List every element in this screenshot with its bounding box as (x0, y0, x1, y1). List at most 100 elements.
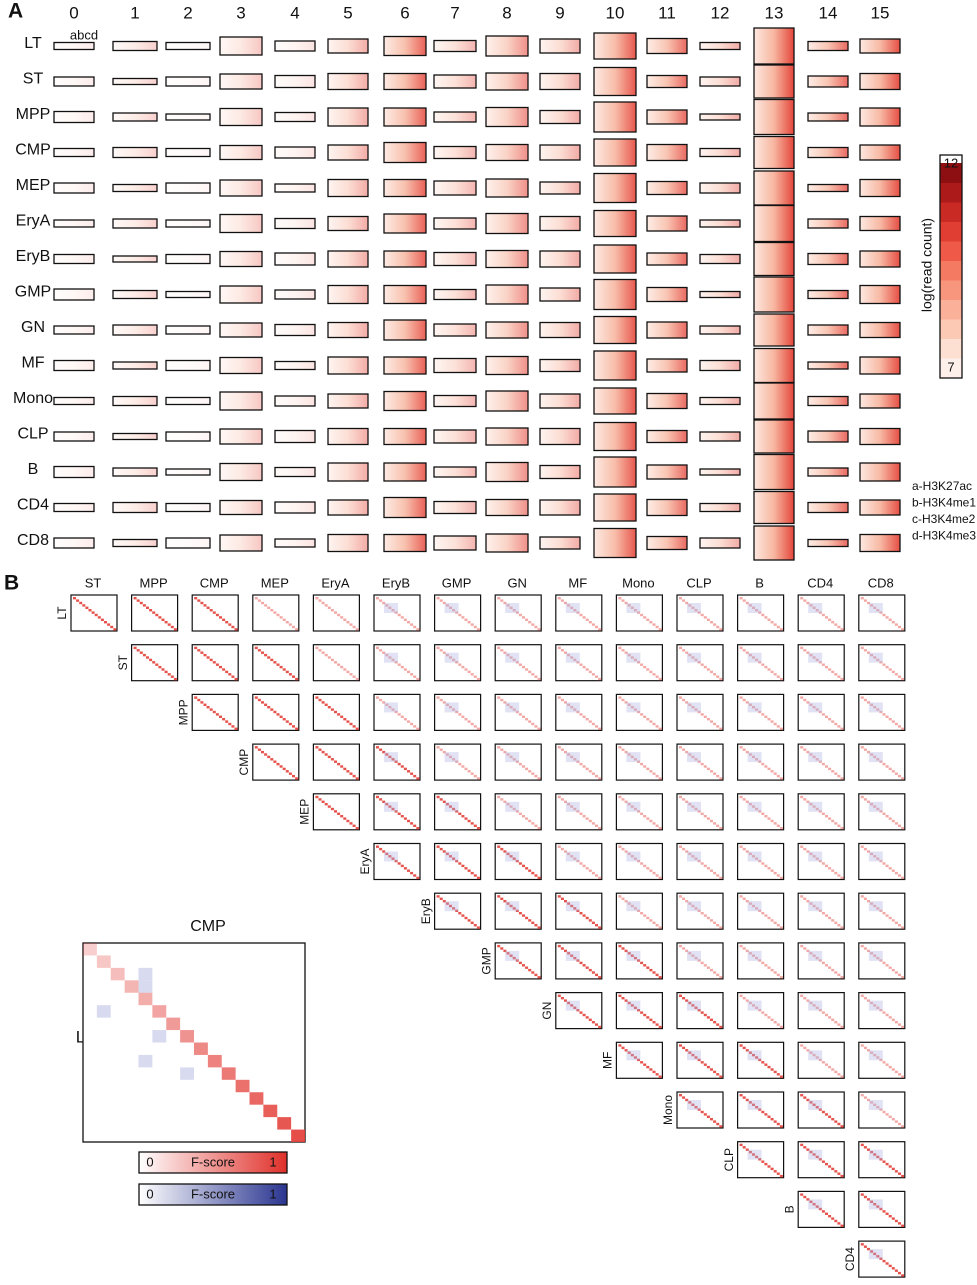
matrix-diagonal (764, 665, 768, 669)
heatmap-block (165, 219, 211, 228)
matrix-diagonal (442, 601, 446, 605)
matrix-diagonal (534, 924, 538, 927)
matrix-diagonal (624, 900, 628, 903)
matrix-diagonal (321, 651, 325, 654)
matrix-diagonal (821, 613, 825, 617)
matrix-diagonal (739, 597, 743, 600)
matrix-offdiag (384, 801, 398, 812)
matrix-diagonal (455, 760, 459, 763)
matrix-diagonal (261, 750, 264, 754)
matrix-diagonal (834, 921, 838, 924)
matrix-diagonal (815, 1205, 819, 1208)
heatmap-block (327, 321, 369, 339)
matrix-frame (736, 644, 785, 682)
matrix-diagonal (700, 961, 704, 965)
matrix-diagonal (467, 770, 471, 773)
matrix-diagonal (225, 670, 229, 674)
matrix-diagonal (618, 845, 622, 848)
panel-label: B (4, 572, 19, 595)
colorbar-step (940, 338, 962, 359)
matrix-diagonal (761, 912, 765, 915)
matrix-diagonal (337, 713, 341, 716)
matrix-diagonal (755, 857, 759, 860)
matrix-diagonal (388, 755, 392, 759)
matrix-frame (434, 644, 482, 682)
matrix-diagonal (564, 900, 567, 903)
heatmap-block (593, 101, 637, 133)
matrix-diagonal (621, 649, 625, 652)
matrix-diagonal (885, 765, 889, 768)
matrix-diagonal (564, 850, 567, 853)
matrix-diagonal (637, 1058, 640, 1062)
matrix-diagonal (343, 668, 347, 671)
matrix-diagonal (806, 999, 810, 1002)
inset-diagonal (235, 1079, 250, 1093)
heatmap-block (112, 467, 158, 477)
matrix-offdiag (626, 901, 641, 912)
heatmap-block (433, 74, 477, 89)
matrix-diagonal (870, 653, 874, 657)
matrix-offdiag (808, 1149, 823, 1160)
matrix-diagonal (506, 653, 510, 657)
matrix-diagonal (579, 812, 583, 815)
matrix-diagonal (863, 947, 867, 950)
matrix-diagonal (901, 976, 905, 979)
matrix-diagonal (837, 924, 841, 927)
column-label: 8 (502, 3, 511, 22)
matrix-diagonal (694, 907, 698, 910)
matrix-diagonal (391, 609, 395, 612)
matrix-diagonal (764, 1162, 768, 1166)
matrix-diagonal (537, 876, 541, 880)
matrix-diagonal (776, 924, 780, 927)
matrix-diagonal (898, 675, 901, 678)
matrix-frame (797, 743, 845, 781)
matrix-diagonal (203, 703, 207, 706)
colorbar-step (940, 319, 962, 339)
matrix-diagonal (748, 803, 752, 806)
matrix-diagonal (758, 810, 762, 813)
matrix-diagonal (876, 1006, 880, 1009)
matrix-diagonal (682, 1096, 686, 1099)
matrix-frame (555, 644, 603, 682)
heatmap-block (53, 288, 95, 301)
matrix-diagonal (894, 623, 898, 626)
row-label: B (28, 461, 39, 478)
inset-diagonal (110, 967, 125, 981)
matrix-diagonal (752, 904, 755, 908)
matrix-diagonal (860, 1094, 864, 1097)
matrix-diagonal (640, 961, 644, 965)
matrix-diagonal (624, 750, 628, 754)
matrix-diagonal (716, 824, 720, 827)
matrix-diagonal (382, 750, 386, 754)
matrix-diagonal (442, 800, 446, 803)
heatmap-block (539, 464, 581, 480)
matrix-diagonal (815, 956, 819, 960)
matrix-diagonal (436, 746, 440, 749)
matrix-diagonal (879, 661, 883, 664)
matrix-diagonal (806, 850, 810, 853)
matrix-diagonal (557, 795, 561, 799)
matrix-diagonal (209, 708, 213, 711)
matrix-diagonal (815, 658, 819, 662)
column-label: CD4 (807, 575, 833, 590)
matrix-diagonal (773, 1120, 777, 1123)
matrix-diagonal (643, 1063, 647, 1066)
matrix-diagonal (397, 663, 401, 666)
matrix-diagonal (579, 961, 583, 965)
matrix-diagonal (598, 777, 602, 780)
matrix-offdiag (747, 752, 762, 763)
matrix-diagonal (458, 762, 462, 766)
matrix-diagonal (806, 750, 810, 754)
matrix-diagonal (828, 1115, 832, 1118)
row-label: EryA (358, 848, 372, 874)
legend-entry: c-H3K4me2 (912, 512, 976, 526)
matrix-offdiag (626, 1000, 641, 1011)
matrix-frame (555, 743, 603, 781)
heatmap-block (859, 321, 901, 339)
matrix-diagonal (700, 1110, 704, 1114)
matrix-diagonal (860, 895, 864, 898)
heatmap-block (485, 533, 529, 553)
matrix-diagonal (655, 874, 659, 877)
matrix-diagonal (691, 904, 695, 908)
matrix-diagonal (439, 698, 443, 702)
